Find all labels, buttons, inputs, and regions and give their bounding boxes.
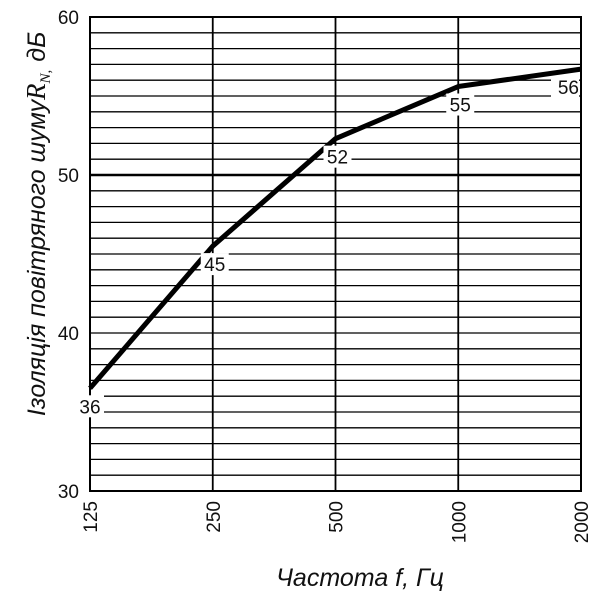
- series-line: [88, 66, 582, 390]
- y-tick-label: 40: [58, 324, 79, 345]
- data-label-background: [446, 93, 475, 116]
- y-axis-title-text: Ізоляція повітряного шуму: [23, 98, 51, 416]
- y-axis-symbol-sub: N,: [38, 70, 54, 85]
- y-axis-symbol: RN, дБ: [21, 32, 54, 101]
- data-label: 36: [79, 397, 100, 418]
- x-tick-label: 500: [327, 501, 348, 533]
- x-tick-labels: 125 250 500 1000 2000: [81, 501, 592, 543]
- y-tick-label: 50: [58, 166, 79, 187]
- y-axis-unit: дБ: [23, 32, 51, 62]
- y-axis-title: Ізоляція повітряного шуму: [23, 98, 51, 416]
- y-axis-symbol-r: R: [21, 83, 51, 101]
- plot-frame: [89, 16, 582, 492]
- grid: [90, 16, 581, 492]
- y-tick-label: 30: [58, 482, 79, 503]
- data-label-background: [200, 253, 229, 276]
- y-tick-label: 60: [58, 8, 79, 29]
- data-label: 52: [327, 148, 348, 169]
- data-label: 56: [558, 78, 579, 99]
- y-tick-labels: 30 40 50 60: [58, 8, 79, 503]
- x-tick-label: 125: [81, 501, 102, 533]
- data-label-background: [323, 145, 352, 168]
- data-label: 45: [204, 255, 225, 276]
- x-tick-label: 250: [204, 501, 225, 533]
- svg-text:RN,дБ: RN, дБ: [21, 32, 54, 101]
- data-labels: 36 45 52 55 56: [76, 76, 579, 418]
- x-tick-label: 2000: [572, 501, 592, 543]
- data-label: 55: [450, 96, 471, 117]
- data-label-background: [76, 395, 104, 418]
- x-axis-title: Частота f, Гц: [276, 564, 444, 592]
- data-label-background: [551, 76, 579, 99]
- x-tick-label: 1000: [449, 501, 470, 543]
